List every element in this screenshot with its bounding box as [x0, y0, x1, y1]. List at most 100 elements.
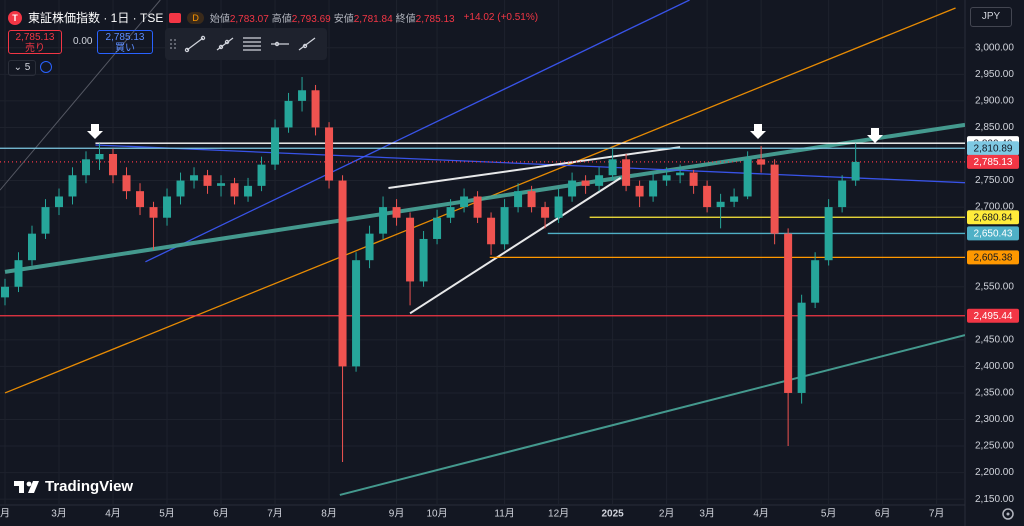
tool-trend[interactable]: [186, 37, 204, 51]
candle-body: [28, 233, 37, 261]
sync-icon[interactable]: [40, 61, 52, 73]
candle-body: [595, 175, 604, 186]
candle-body: [662, 175, 671, 181]
buy-button[interactable]: 2,785.13 買い: [97, 30, 153, 54]
tool-fib[interactable]: [243, 37, 261, 51]
level-label: 2,650.43: [974, 229, 1013, 240]
candle-body: [770, 164, 779, 234]
candle-body: [217, 183, 226, 186]
candle-body: [14, 260, 23, 287]
symbol-icon: T: [8, 10, 22, 25]
candle-body: [109, 153, 118, 176]
candle-body: [95, 153, 104, 160]
level-label-box: [967, 141, 1019, 156]
axes: 2,150.00 2,200.00 2,250.00 2,300.00 2,350.00…: [0, 42, 1019, 520]
candle-body: [325, 127, 334, 181]
candles: [0, 76, 860, 462]
candle-body: [365, 233, 374, 261]
buy-price: 2,785.13: [105, 32, 145, 43]
candle-body: [581, 180, 590, 186]
candle-body: [743, 159, 752, 197]
candle-body: [811, 260, 820, 303]
y-tick-label: 2,850.00: [975, 122, 1014, 133]
currency[interactable]: JPY: [970, 7, 1012, 27]
x-tick-label: 3月: [51, 508, 67, 520]
x-tick-label: 8月: [321, 508, 337, 520]
y-tick-label: 2,450.00: [975, 334, 1014, 345]
candle-body: [176, 180, 185, 197]
level-label-box: [967, 154, 1019, 169]
candle-body: [514, 191, 523, 208]
x-tick-label: 10月: [427, 508, 448, 520]
y-tick-label: 3,000.00: [975, 42, 1014, 53]
tool-extended[interactable]: [298, 37, 316, 51]
change: +14.02 (+0.51%): [463, 12, 539, 23]
flag-icon[interactable]: [169, 12, 182, 23]
logo: TradingView: [14, 478, 133, 495]
candle-body: [392, 207, 401, 218]
trend-line: [388, 146, 681, 189]
candle-body: [622, 159, 631, 186]
ohlc-label: 終値: [395, 14, 416, 25]
candle-body: [851, 161, 860, 181]
candle-body: [527, 191, 536, 208]
candle-body: [230, 183, 239, 197]
y-tick-label: 2,700.00: [975, 202, 1014, 213]
candle-body: [406, 217, 415, 282]
sell-button[interactable]: 2,785.13 売り: [8, 30, 62, 54]
ohlc-label: 始値: [209, 14, 230, 25]
candle-body: [68, 175, 77, 197]
arrow: [750, 124, 766, 139]
ohlc-label: 高値: [271, 14, 292, 25]
candle-body: [797, 302, 806, 393]
level-label-box: [967, 226, 1019, 241]
candle-body: [338, 180, 347, 367]
indicator-toggle[interactable]: ⌄ 5: [8, 60, 36, 76]
level-label: 2,495.44: [974, 311, 1013, 322]
candle-body: [244, 185, 253, 197]
candle-body: [136, 191, 145, 208]
candle-body: [608, 159, 617, 176]
level-label: 2,680.84: [974, 212, 1013, 223]
ohlc: 始値2,783.07 高値2,793.69 安値2,781.84 終値2,785.13: [210, 10, 458, 25]
candle-body: [433, 217, 442, 239]
candle-body: [190, 175, 199, 181]
level-label-box: [967, 210, 1019, 225]
candle-body: [149, 207, 158, 218]
candle-body: [379, 207, 388, 234]
level-label: 2,810.89: [974, 143, 1013, 154]
candle-body: [284, 100, 293, 128]
y-tick-label: 2,150.00: [975, 494, 1014, 505]
candle-body: [554, 196, 563, 218]
x-tick-label: 7月: [267, 508, 283, 520]
candle-body: [446, 207, 455, 218]
y-tick-label: 2,550.00: [975, 281, 1014, 292]
ohlc-value: 2,783.07: [229, 14, 269, 25]
x-tick-label: 2025: [601, 509, 624, 520]
y-tick-label: 2,900.00: [975, 96, 1014, 107]
candle-body: [757, 159, 766, 165]
arrow: [867, 128, 883, 143]
y-tick-label: 2,400.00: [975, 361, 1014, 372]
candle-body: [163, 196, 172, 218]
candle-body: [460, 196, 469, 208]
x-tick-label: 月: [0, 508, 10, 520]
settings-icon[interactable]: [1002, 508, 1014, 520]
ohlc-value: 2,793.69: [291, 14, 331, 25]
x-tick-label: 9月: [389, 508, 405, 520]
ohlc-value: 2,785.13: [415, 14, 455, 25]
candle-body: [838, 180, 847, 208]
sell-price: 2,785.13: [15, 32, 55, 43]
logo-text: TradingView: [45, 478, 134, 495]
candle-body: [352, 260, 361, 367]
toolbar-icons: [170, 35, 316, 53]
symbol[interactable]: 東証株価指数 · 1日 · TSE: [28, 11, 164, 25]
candle-body: [500, 207, 509, 245]
level-label-box: [967, 308, 1019, 323]
candle-body: [689, 172, 698, 186]
candle-body: [824, 207, 833, 261]
level-label-box: [967, 250, 1019, 265]
candle-body: [568, 180, 577, 197]
x-tick-label: 4月: [105, 508, 121, 520]
candle-body: [784, 233, 793, 393]
